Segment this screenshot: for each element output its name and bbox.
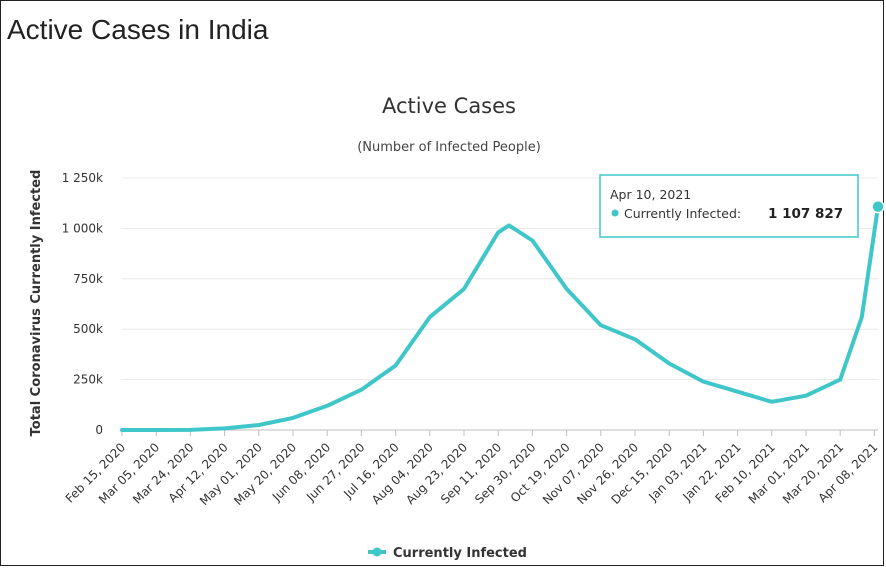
tooltip-box — [599, 174, 859, 238]
legend-label: Currently Infected — [393, 546, 527, 561]
x-tick-label: Apr 12, 2020 — [166, 440, 231, 505]
y-tick-label: 250k — [73, 373, 103, 387]
x-tick-label: Feb 10, 2021 — [713, 440, 778, 505]
chart-subtitle: (Number of Infected People) — [357, 140, 541, 155]
y-tick-label: 0 — [95, 423, 103, 437]
tooltip-label: Currently Infected: — [624, 206, 741, 221]
hovered-data-point — [871, 199, 885, 214]
legend-item-currently-infected[interactable]: Currently Infected — [368, 546, 527, 561]
chart-title: Active Cases — [382, 94, 516, 118]
y-tick-label: 1 250k — [62, 171, 103, 185]
series-layer — [120, 199, 885, 432]
tooltip-series-dot — [611, 209, 619, 217]
legend-marker — [372, 547, 382, 557]
x-tick-label: Apr 08, 2021 — [815, 440, 880, 505]
y-tick-label: 750k — [73, 272, 103, 286]
tooltip-value: 1 107 827 — [768, 206, 843, 222]
x-tick-label: Oct 19, 2020 — [508, 440, 573, 505]
tooltip-date: Apr 10, 2021 — [610, 187, 691, 202]
y-tick-label: 500k — [73, 322, 103, 336]
series-line-currently-infected — [120, 204, 880, 432]
tooltip: Apr 10, 2021 Currently Infected: 1 107 8… — [599, 174, 859, 238]
y-tick-label: 1 000k — [62, 221, 103, 235]
page-title: Active Cases in India — [7, 14, 269, 45]
x-tick-label: Feb 15, 2020 — [63, 440, 128, 505]
y-axis-label: Total Coronavirus Currently Infected — [29, 170, 44, 437]
y-axis-ticks: 0 250k 500k 750k 1 000k 1 250k — [62, 171, 103, 437]
